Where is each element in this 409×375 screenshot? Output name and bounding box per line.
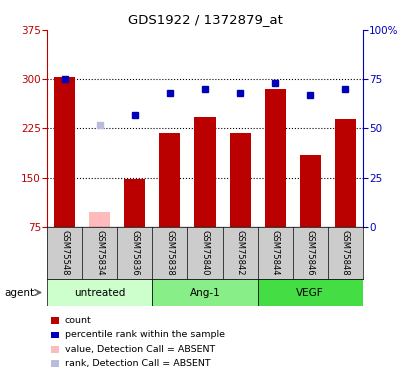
Bar [257,279,362,306]
Text: GSM75838: GSM75838 [165,230,174,275]
Text: GSM75548: GSM75548 [60,230,69,275]
Text: GSM75834: GSM75834 [95,230,104,275]
Text: untreated: untreated [74,288,125,297]
Text: GSM75842: GSM75842 [235,230,244,275]
Bar [159,133,180,227]
Text: count: count [65,316,91,325]
Text: GSM75840: GSM75840 [200,230,209,275]
Text: agent: agent [4,288,34,297]
Text: GSM75846: GSM75846 [305,230,314,275]
Bar [152,279,257,306]
Text: GSM75836: GSM75836 [130,230,139,275]
Text: percentile rank within the sample: percentile rank within the sample [65,330,224,339]
Text: GSM75848: GSM75848 [340,230,349,275]
Bar [229,133,250,227]
Bar [124,179,145,227]
Text: rank, Detection Call = ABSENT: rank, Detection Call = ABSENT [65,359,210,368]
Text: GSM75844: GSM75844 [270,230,279,275]
Bar [299,154,320,227]
Text: Ang-1: Ang-1 [189,288,220,297]
Bar [264,89,285,227]
Bar [334,118,355,227]
Bar [194,117,215,227]
Bar [89,212,110,227]
Text: VEGF: VEGF [296,288,323,297]
Text: value, Detection Call = ABSENT: value, Detection Call = ABSENT [65,345,214,354]
Bar [47,279,152,306]
Text: GDS1922 / 1372879_at: GDS1922 / 1372879_at [127,13,282,26]
Bar [54,76,75,227]
